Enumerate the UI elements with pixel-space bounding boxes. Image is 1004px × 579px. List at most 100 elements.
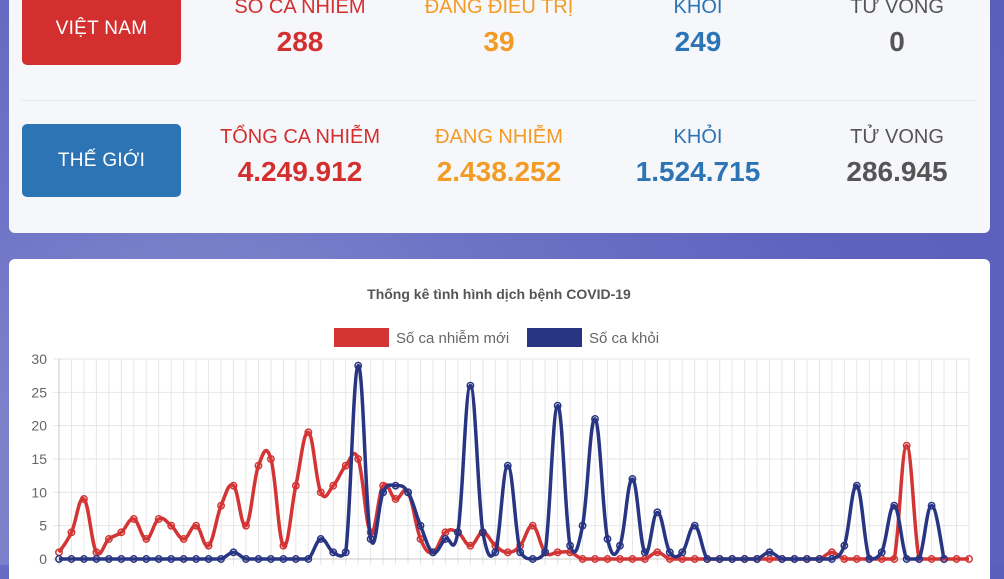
data-point[interactable] xyxy=(815,555,824,563)
data-point[interactable] xyxy=(341,548,350,557)
legend-item-recovered[interactable]: Số ca khỏi xyxy=(527,328,659,347)
data-point[interactable] xyxy=(566,541,575,550)
data-point[interactable] xyxy=(167,555,176,563)
data-point[interactable] xyxy=(192,555,201,563)
data-point[interactable] xyxy=(154,555,163,563)
data-point[interactable] xyxy=(304,555,313,563)
data-point[interactable] xyxy=(229,481,238,490)
data-point[interactable] xyxy=(616,555,624,563)
data-point[interactable] xyxy=(653,508,662,517)
data-point[interactable] xyxy=(902,441,911,450)
data-point[interactable] xyxy=(79,555,88,563)
data-point[interactable] xyxy=(204,555,213,563)
data-point[interactable] xyxy=(104,555,113,563)
data-point[interactable] xyxy=(341,461,350,470)
data-point[interactable] xyxy=(603,555,612,563)
data-point[interactable] xyxy=(316,488,325,497)
data-point[interactable] xyxy=(379,488,388,497)
data-point[interactable] xyxy=(965,555,973,563)
data-point[interactable] xyxy=(578,555,587,563)
data-point[interactable] xyxy=(852,481,861,490)
data-point[interactable] xyxy=(890,555,899,563)
data-point[interactable] xyxy=(591,415,599,423)
data-point[interactable] xyxy=(703,555,712,563)
data-point[interactable] xyxy=(67,528,76,537)
data-point[interactable] xyxy=(217,501,226,510)
data-point[interactable] xyxy=(179,555,188,563)
data-point[interactable] xyxy=(728,555,737,563)
data-point[interactable] xyxy=(516,548,525,557)
data-point[interactable] xyxy=(142,535,151,543)
data-point[interactable] xyxy=(628,475,637,483)
data-point[interactable] xyxy=(242,521,250,530)
data-point[interactable] xyxy=(254,555,263,563)
data-point[interactable] xyxy=(690,521,699,530)
data-point[interactable] xyxy=(316,535,325,543)
data-point[interactable] xyxy=(391,495,400,503)
data-point[interactable] xyxy=(852,555,861,563)
data-point[interactable] xyxy=(466,381,475,390)
data-point[interactable] xyxy=(254,461,263,470)
data-point[interactable] xyxy=(154,515,163,523)
data-point[interactable] xyxy=(877,548,886,557)
data-point[interactable] xyxy=(591,555,599,563)
data-point[interactable] xyxy=(603,535,612,543)
data-point[interactable] xyxy=(902,555,911,563)
data-point[interactable] xyxy=(665,548,674,557)
data-point[interactable] xyxy=(915,555,924,563)
data-point[interactable] xyxy=(640,548,649,557)
legend-item-new-cases[interactable]: Số ca nhiễm mới xyxy=(334,328,509,347)
data-point[interactable] xyxy=(204,541,213,550)
data-point[interactable] xyxy=(940,555,949,563)
data-point[interactable] xyxy=(553,401,562,410)
data-point[interactable] xyxy=(840,541,849,550)
data-point[interactable] xyxy=(79,495,88,503)
data-point[interactable] xyxy=(616,541,624,550)
data-point[interactable] xyxy=(528,555,537,563)
data-point[interactable] xyxy=(291,481,300,490)
data-point[interactable] xyxy=(391,481,400,490)
data-point[interactable] xyxy=(952,555,961,563)
data-point[interactable] xyxy=(117,555,126,563)
data-point[interactable] xyxy=(354,455,363,463)
data-point[interactable] xyxy=(690,555,699,563)
vietnam-button[interactable]: VIỆT NAM xyxy=(22,0,181,65)
data-point[interactable] xyxy=(67,555,76,563)
data-point[interactable] xyxy=(404,488,412,497)
data-point[interactable] xyxy=(503,548,512,557)
data-point[interactable] xyxy=(802,555,811,563)
data-point[interactable] xyxy=(927,555,936,563)
data-point[interactable] xyxy=(167,521,176,530)
data-point[interactable] xyxy=(491,548,500,557)
data-point[interactable] xyxy=(117,528,126,537)
data-point[interactable] xyxy=(790,555,799,563)
data-point[interactable] xyxy=(678,548,687,557)
data-point[interactable] xyxy=(441,535,450,543)
data-point[interactable] xyxy=(466,541,475,550)
data-point[interactable] xyxy=(890,501,899,510)
world-button[interactable]: THẾ GIỚI xyxy=(22,124,181,197)
data-point[interactable] xyxy=(553,548,562,557)
data-point[interactable] xyxy=(192,521,201,530)
data-point[interactable] xyxy=(478,528,487,537)
data-point[interactable] xyxy=(429,548,437,557)
data-point[interactable] xyxy=(840,555,849,563)
data-point[interactable] xyxy=(329,548,338,557)
data-point[interactable] xyxy=(304,428,313,437)
data-point[interactable] xyxy=(217,555,226,563)
data-point[interactable] xyxy=(179,535,188,543)
data-point[interactable] xyxy=(279,541,288,550)
data-point[interactable] xyxy=(279,555,288,563)
data-point[interactable] xyxy=(778,555,786,563)
data-point[interactable] xyxy=(541,548,550,557)
data-point[interactable] xyxy=(104,535,113,543)
data-point[interactable] xyxy=(827,555,836,563)
data-point[interactable] xyxy=(578,521,587,530)
data-point[interactable] xyxy=(242,555,250,563)
data-point[interactable] xyxy=(628,555,637,563)
data-point[interactable] xyxy=(329,481,338,490)
data-point[interactable] xyxy=(55,555,63,563)
data-point[interactable] xyxy=(291,555,300,563)
data-point[interactable] xyxy=(653,548,662,557)
data-point[interactable] xyxy=(366,535,375,543)
